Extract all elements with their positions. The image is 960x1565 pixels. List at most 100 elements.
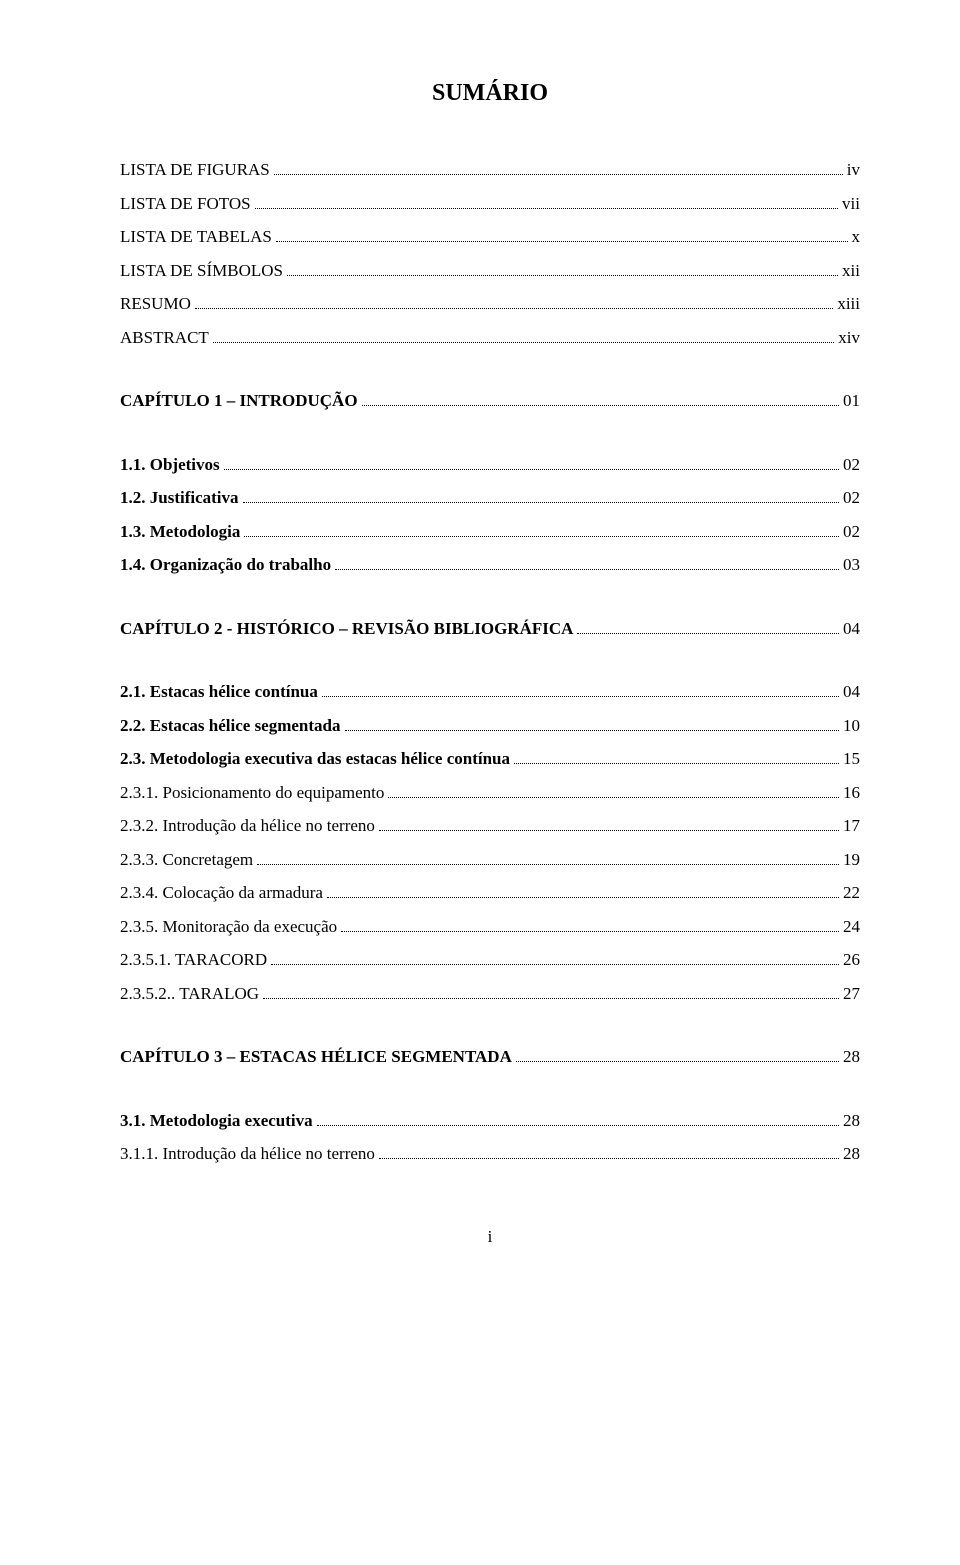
- toc-leader-dots: [255, 208, 838, 209]
- toc-entry: 2.3.2. Introdução da hélice no terreno 17: [120, 813, 860, 839]
- toc-entry-label: 2.3.5.1. TARACORD: [120, 947, 267, 973]
- toc-leader-dots: [341, 931, 839, 932]
- toc-entry-page: 10: [843, 713, 860, 739]
- toc-entry: LISTA DE FOTOS vii: [120, 191, 860, 217]
- toc-entry-label: CAPÍTULO 2 - HISTÓRICO – REVISÃO BIBLIOG…: [120, 616, 573, 642]
- toc-entry-label: 1.3. Metodologia: [120, 519, 240, 545]
- toc-leader-dots: [335, 569, 839, 570]
- toc-leader-dots: [322, 696, 839, 697]
- toc-entry: LISTA DE TABELAS x: [120, 224, 860, 250]
- toc-entry: 2.3.5. Monitoração da execução24: [120, 914, 860, 940]
- toc-entry-page: 28: [843, 1108, 860, 1134]
- toc-entry-label: 1.1. Objetivos: [120, 452, 220, 478]
- toc-entry: 2.2. Estacas hélice segmentada 10: [120, 713, 860, 739]
- toc-chapter-title: HISTÓRICO – REVISÃO BIBLIOGRÁFICA: [237, 619, 574, 638]
- toc-entry-label: 1.2. Justificativa: [120, 485, 239, 511]
- toc-entry: CAPÍTULO 1 – INTRODUÇÃO 01: [120, 388, 860, 414]
- toc-entry-page: 01: [843, 388, 860, 414]
- toc-entry-label: RESUMO: [120, 291, 191, 317]
- toc-entry: LISTA DE SÍMBOLOS xii: [120, 258, 860, 284]
- toc-entry: 1.2. Justificativa 02: [120, 485, 860, 511]
- toc-leader-dots: [274, 174, 843, 175]
- toc-entry-page: 27: [843, 981, 860, 1007]
- toc-entry: 1.3. Metodologia 02: [120, 519, 860, 545]
- toc-entry: 1.4. Organização do trabalho 03: [120, 552, 860, 578]
- toc-entry-page: 15: [843, 746, 860, 772]
- toc-entry-page: 02: [843, 485, 860, 511]
- toc-entry-page: xii: [842, 258, 860, 284]
- toc-leader-dots: [362, 405, 839, 406]
- toc-chapter-prefix: CAPÍTULO 1 –: [120, 391, 239, 410]
- toc-entry: RESUMO xiii: [120, 291, 860, 317]
- toc-leader-dots: [327, 897, 839, 898]
- toc-leader-dots: [224, 469, 839, 470]
- toc-entry: 1.1. Objetivos 02: [120, 452, 860, 478]
- toc-leader-dots: [263, 998, 839, 999]
- toc-entry-label: 3.1. Metodologia executiva: [120, 1108, 313, 1134]
- toc-entry-label: CAPÍTULO 1 – INTRODUÇÃO: [120, 388, 358, 414]
- toc-chapter-prefix: CAPÍTULO 3 –: [120, 1047, 239, 1066]
- toc-entry-label: 1.4. Organização do trabalho: [120, 552, 331, 578]
- toc-entry-label: 2.3.3. Concretagem: [120, 847, 253, 873]
- toc-entry-page: iv: [847, 157, 860, 183]
- toc-leader-dots: [577, 633, 839, 634]
- toc-leader-dots: [271, 964, 839, 965]
- section-gap: [120, 358, 860, 388]
- toc-entry: LISTA DE FIGURASiv: [120, 157, 860, 183]
- toc-entry-page: 04: [843, 616, 860, 642]
- toc-entry: 2.3.5.1. TARACORD 26: [120, 947, 860, 973]
- section-gap: [120, 1078, 860, 1108]
- toc-entry-label: LISTA DE SÍMBOLOS: [120, 258, 283, 284]
- toc-leader-dots: [195, 308, 833, 309]
- toc-entry-page: 02: [843, 519, 860, 545]
- toc-entry-page: 26: [843, 947, 860, 973]
- toc-entry-page: 22: [843, 880, 860, 906]
- toc-entry-label: 2.3. Metodologia executiva das estacas h…: [120, 746, 510, 772]
- toc-entry-page: 19: [843, 847, 860, 873]
- section-gap: [120, 1014, 860, 1044]
- toc-entry: 2.1. Estacas hélice contínua04: [120, 679, 860, 705]
- toc-entry: 2.3.1. Posicionamento do equipamento16: [120, 780, 860, 806]
- toc-entry-label: 3.1.1. Introdução da hélice no terreno: [120, 1141, 375, 1167]
- toc-entry-label: 2.3.1. Posicionamento do equipamento: [120, 780, 384, 806]
- toc-entry-label: 2.3.2. Introdução da hélice no terreno: [120, 813, 375, 839]
- section-gap: [120, 586, 860, 616]
- toc-leader-dots: [257, 864, 839, 865]
- page-number-footer: i: [120, 1227, 860, 1247]
- toc-leader-dots: [379, 830, 839, 831]
- toc-leader-dots: [345, 730, 839, 731]
- toc-chapter-title: ESTACAS HÉLICE SEGMENTADA: [239, 1047, 511, 1066]
- toc-entry-page: x: [852, 224, 861, 250]
- toc-leader-dots: [514, 763, 839, 764]
- toc-entry-page: xiv: [838, 325, 860, 351]
- toc-chapter-title: INTRODUÇÃO: [239, 391, 357, 410]
- toc-entry-page: 17: [843, 813, 860, 839]
- toc-leader-dots: [388, 797, 839, 798]
- toc-entry: 3.1.1. Introdução da hélice no terreno 28: [120, 1141, 860, 1167]
- toc-leader-dots: [516, 1061, 839, 1062]
- toc-leader-dots: [379, 1158, 839, 1159]
- toc-entry-page: 03: [843, 552, 860, 578]
- toc-leader-dots: [243, 502, 839, 503]
- toc-entry-page: 02: [843, 452, 860, 478]
- toc-chapter-prefix: CAPÍTULO 2 -: [120, 619, 237, 638]
- section-gap: [120, 422, 860, 452]
- toc-entry-page: xiii: [837, 291, 860, 317]
- toc-entry-page: 28: [843, 1141, 860, 1167]
- toc-entry-label: LISTA DE TABELAS: [120, 224, 272, 250]
- toc-entry: 3.1. Metodologia executiva 28: [120, 1108, 860, 1134]
- toc-entry: 2.3.3. Concretagem 19: [120, 847, 860, 873]
- toc-entry-label: CAPÍTULO 3 – ESTACAS HÉLICE SEGMENTADA: [120, 1044, 512, 1070]
- toc-entry-label: 2.2. Estacas hélice segmentada: [120, 713, 341, 739]
- toc-leader-dots: [287, 275, 838, 276]
- toc-entry-label: LISTA DE FOTOS: [120, 191, 251, 217]
- toc-entry-label: ABSTRACT: [120, 325, 209, 351]
- toc-entry: CAPÍTULO 2 - HISTÓRICO – REVISÃO BIBLIOG…: [120, 616, 860, 642]
- toc-entry: CAPÍTULO 3 – ESTACAS HÉLICE SEGMENTADA28: [120, 1044, 860, 1070]
- toc-entry-page: vii: [842, 191, 860, 217]
- table-of-contents: LISTA DE FIGURASivLISTA DE FOTOSviiLISTA…: [120, 157, 860, 1167]
- toc-entry: 2.3.4. Colocação da armadura22: [120, 880, 860, 906]
- toc-leader-dots: [276, 241, 848, 242]
- toc-entry: ABSTRACT xiv: [120, 325, 860, 351]
- toc-leader-dots: [317, 1125, 839, 1126]
